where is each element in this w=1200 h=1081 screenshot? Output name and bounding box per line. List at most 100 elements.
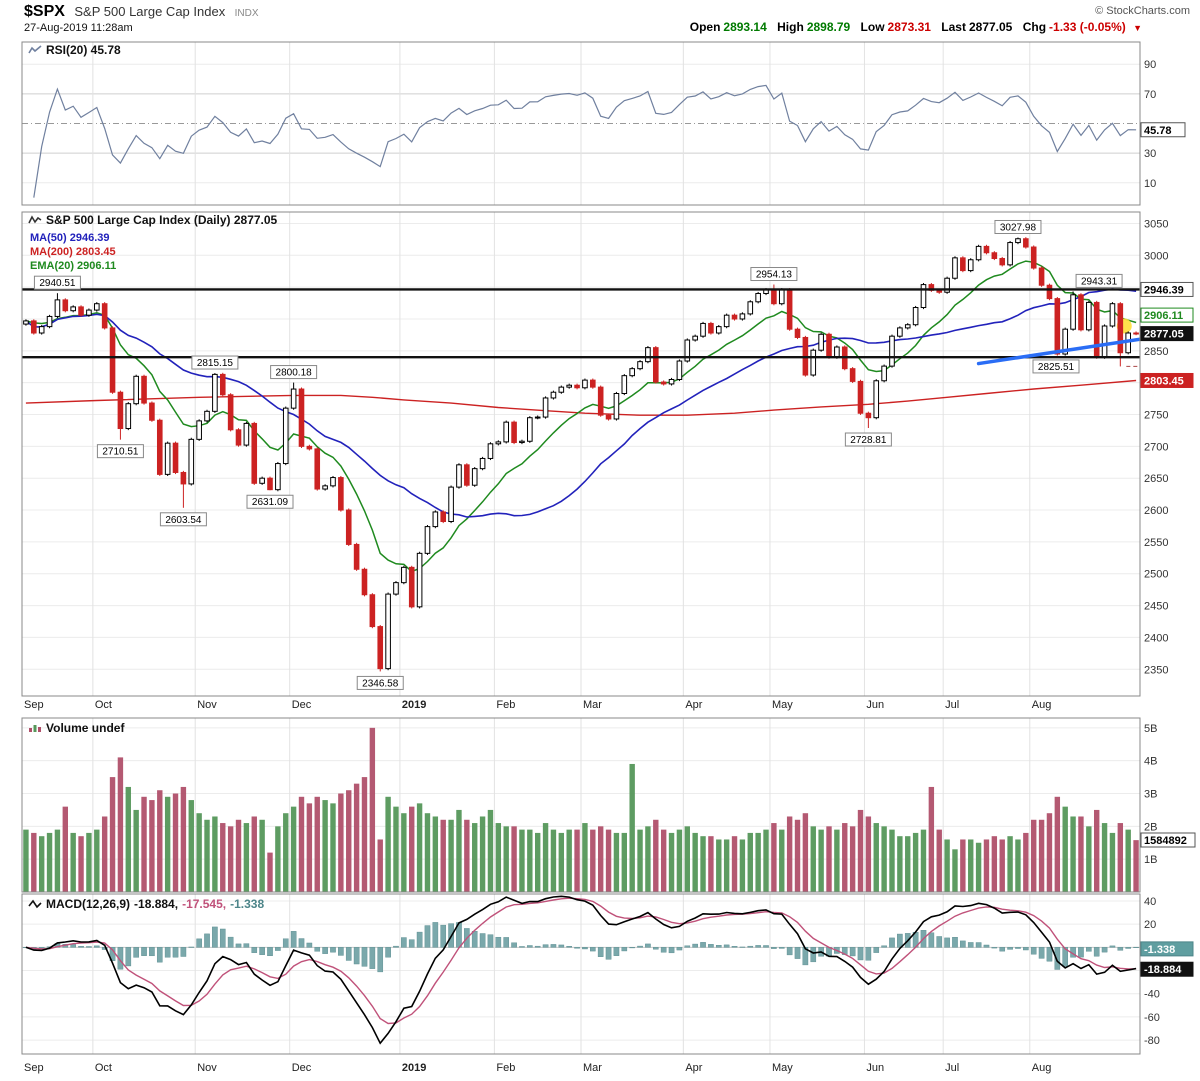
chg-value: -1.33 (-0.05%) [1049, 20, 1126, 34]
svg-text:2906.11: 2906.11 [1144, 310, 1183, 322]
ticker-symbol: $SPX [24, 3, 65, 20]
last-label: Last [941, 20, 966, 34]
svg-text:2943.31: 2943.31 [1081, 276, 1118, 287]
price-panel: 2940.51 2710.51 2603.54 2815.15 2631.09 2800.… [21, 211, 1158, 697]
svg-text:Oct: Oct [95, 699, 112, 711]
chg-label: Chg [1022, 20, 1047, 34]
svg-text:2550: 2550 [1144, 537, 1168, 549]
svg-text:2728.81: 2728.81 [850, 435, 887, 446]
svg-text:-80: -80 [1144, 1035, 1160, 1047]
svg-text:Dec: Dec [292, 699, 312, 711]
svg-text:2650: 2650 [1144, 473, 1168, 485]
candles [23, 237, 1139, 672]
svg-text:2815.15: 2815.15 [197, 358, 234, 369]
chart-header: $SPX S&P 500 Large Cap Index INDX © Stoc… [0, 0, 1200, 40]
macd-panel [21, 893, 1141, 1055]
svg-text:Mar: Mar [583, 699, 602, 711]
svg-text:1584892: 1584892 [1144, 835, 1187, 847]
month-axis-labels: Sep Oct Nov Dec 2019 Feb Mar Apr May Jun Jul Aug [24, 1062, 1051, 1074]
quote-strip: Open 2893.14 High 2898.79 Low 2873.31 Last 2… [683, 20, 1142, 34]
axis-callout: 2877.05 [1140, 326, 1194, 342]
svg-text:2400: 2400 [1144, 632, 1168, 644]
low-label: Low [860, 20, 885, 34]
svg-text:2750: 2750 [1144, 410, 1168, 422]
svg-text:Mar: Mar [583, 1062, 602, 1074]
svg-text:Nov: Nov [197, 1062, 217, 1074]
low-value: 2873.31 [887, 20, 931, 34]
svg-text:5B: 5B [1144, 723, 1157, 735]
last-value: 2877.05 [968, 20, 1013, 34]
svg-text:2450: 2450 [1144, 601, 1168, 613]
svg-text:40: 40 [1144, 896, 1156, 908]
svg-text:2019: 2019 [402, 1062, 426, 1074]
svg-text:3000: 3000 [1144, 250, 1168, 262]
axis-callout: -18.884 [1140, 961, 1194, 977]
svg-text:2803.45: 2803.45 [1144, 375, 1184, 387]
svg-text:2800.18: 2800.18 [276, 368, 313, 379]
svg-text:May: May [772, 699, 793, 711]
svg-text:20: 20 [1144, 919, 1156, 931]
datetime-label: 27-Aug-2019 11:28am [24, 22, 133, 34]
signal-line [25, 897, 1137, 1025]
svg-text:3B: 3B [1144, 789, 1157, 801]
svg-text:2500: 2500 [1144, 569, 1168, 581]
month-axis-labels: Sep Oct Nov Dec 2019 Feb Mar Apr May Jun Jul Aug [24, 699, 1051, 711]
svg-text:2B: 2B [1144, 821, 1157, 833]
svg-text:2700: 2700 [1144, 441, 1168, 453]
svg-text:Jul: Jul [945, 699, 959, 711]
svg-text:1B: 1B [1144, 854, 1157, 866]
axis-callout: -1.338 [1140, 941, 1194, 957]
high-value: 2898.79 [806, 20, 851, 34]
axis-callout: 45.78 [1140, 122, 1186, 138]
svg-text:2710.51: 2710.51 [102, 447, 139, 458]
ma200-line [25, 379, 1137, 416]
title-row: $SPX S&P 500 Large Cap Index INDX [24, 3, 259, 21]
svg-text:2346.58: 2346.58 [362, 678, 399, 689]
svg-text:Oct: Oct [95, 1062, 112, 1074]
axis-callout: 1584892 [1140, 832, 1196, 848]
svg-text:Jun: Jun [866, 1062, 884, 1074]
svg-text:2940.51: 2940.51 [39, 278, 76, 289]
svg-text:10: 10 [1144, 178, 1156, 190]
svg-text:Jun: Jun [866, 699, 884, 711]
open-value: 2893.14 [723, 20, 767, 34]
down-arrow-icon: ▼ [1133, 23, 1142, 33]
svg-text:May: May [772, 1062, 793, 1074]
svg-text:4B: 4B [1144, 756, 1157, 768]
macd-line [25, 895, 1137, 1045]
price-annotations: 2940.51 2710.51 2603.54 2815.15 2631.09 2800.… [33, 219, 1140, 690]
svg-text:-18.884: -18.884 [1144, 964, 1182, 976]
svg-text:30: 30 [1144, 148, 1156, 160]
svg-text:-40: -40 [1144, 989, 1160, 1001]
svg-text:Apr: Apr [685, 699, 702, 711]
volume-bars [23, 727, 1139, 892]
ema20-line [25, 260, 1137, 573]
volume-panel [21, 717, 1141, 893]
high-label: High [777, 20, 804, 34]
svg-text:2603.54: 2603.54 [165, 515, 202, 526]
svg-text:2600: 2600 [1144, 505, 1168, 517]
copyright-label: © StockCharts.com [1095, 5, 1190, 17]
svg-text:90: 90 [1144, 59, 1156, 71]
svg-text:45.78: 45.78 [1144, 125, 1172, 137]
svg-text:Feb: Feb [496, 1062, 515, 1074]
rsi-line [33, 84, 1137, 198]
svg-text:-60: -60 [1144, 1012, 1160, 1024]
svg-text:Apr: Apr [685, 1062, 702, 1074]
svg-text:2631.09: 2631.09 [252, 497, 289, 508]
svg-text:Aug: Aug [1032, 699, 1052, 711]
svg-text:3027.98: 3027.98 [1000, 222, 1037, 233]
svg-text:Jul: Jul [945, 1062, 959, 1074]
rsi-panel [21, 41, 1141, 206]
axis-callout: 2946.39 [1140, 281, 1194, 297]
macd-histogram [23, 922, 1139, 973]
svg-text:Aug: Aug [1032, 1062, 1052, 1074]
exchange-label: INDX [234, 8, 259, 19]
axis-callout: 2803.45 [1140, 372, 1194, 388]
blue-trendline [976, 335, 1158, 366]
axis-callout: 2906.11 [1140, 307, 1194, 323]
open-label: Open [689, 20, 721, 34]
svg-text:2850: 2850 [1144, 346, 1168, 358]
svg-text:2946.39: 2946.39 [1144, 284, 1184, 296]
